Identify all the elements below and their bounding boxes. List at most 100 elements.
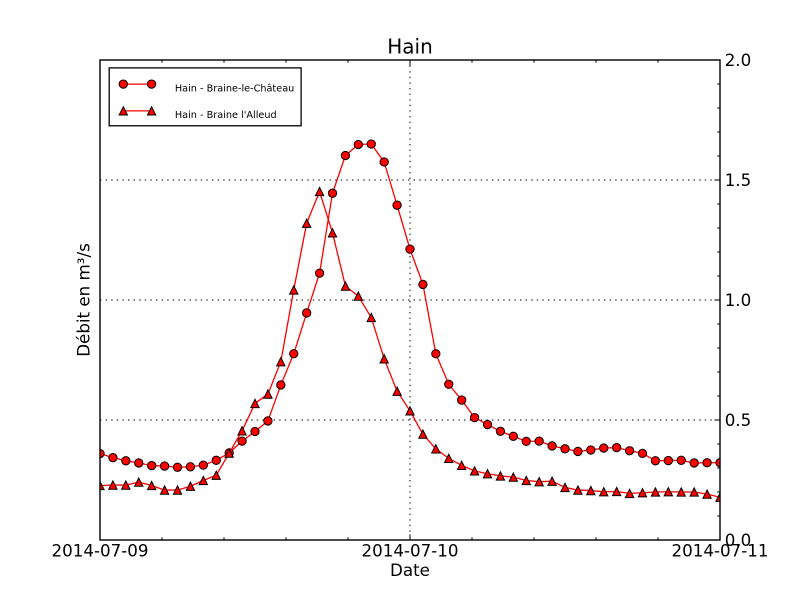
circle-marker <box>237 436 247 446</box>
circle-marker <box>560 444 570 454</box>
circle-marker <box>302 308 312 318</box>
triangle-marker <box>572 484 583 495</box>
circle-marker <box>624 446 635 456</box>
circle-marker <box>366 139 376 149</box>
triangle-marker <box>327 227 338 238</box>
triangle-marker <box>482 468 493 479</box>
legend-circle-marker <box>118 79 128 89</box>
y-tick-label: 2.0 <box>725 50 752 70</box>
circle-marker <box>521 436 531 447</box>
x-tick-label: 2014-07-10 <box>362 541 459 561</box>
circle-marker <box>676 455 686 465</box>
series-braine-le-chateau <box>100 139 720 472</box>
triangle-marker <box>211 469 222 480</box>
circle-marker <box>637 448 648 459</box>
tick-label-layer: 2014-07-09 2014-07-10 2014-07-110.0 0.5 1.0 1… <box>52 50 769 561</box>
triangle-marker <box>495 470 506 481</box>
circle-marker <box>469 412 480 423</box>
circle-marker <box>353 139 363 150</box>
circle-marker <box>100 448 105 459</box>
circle-marker <box>289 349 299 359</box>
legend: Hain - Braine-le-Château Hain - Braine l… <box>108 67 302 127</box>
circle-marker <box>663 455 673 466</box>
circle-marker <box>547 441 557 451</box>
axes-frame <box>99 59 721 541</box>
triangle-marker <box>560 482 570 493</box>
triangle-marker <box>159 484 170 495</box>
triangle-marker <box>702 488 713 499</box>
triangle-marker <box>366 312 377 323</box>
triangle-marker <box>198 475 209 486</box>
circle-marker <box>185 462 196 472</box>
circle-marker <box>418 279 428 290</box>
circle-marker <box>444 379 454 389</box>
circle-marker <box>276 380 286 390</box>
circle-marker <box>702 458 712 468</box>
circle-marker <box>457 395 467 405</box>
triangle-marker <box>133 476 144 487</box>
triangle-marker <box>107 479 118 490</box>
circle-marker <box>508 431 518 441</box>
triangle-marker <box>547 475 558 486</box>
circle-marker <box>405 244 415 254</box>
circle-marker <box>159 461 170 471</box>
series-braine-l-alleud <box>100 186 720 502</box>
legend-label-braine-l-alleud: Hain - Braine l'Alleud <box>175 110 277 121</box>
circle-marker <box>147 460 157 471</box>
triangle-marker <box>650 486 661 497</box>
circle-marker <box>689 458 699 468</box>
chart-title: Hain <box>387 35 433 59</box>
triangle-marker <box>676 486 687 497</box>
circle-marker <box>134 458 144 468</box>
triangle-marker <box>469 465 480 476</box>
plot-area <box>100 60 720 540</box>
circle-marker <box>482 419 493 430</box>
triangle-marker <box>689 486 700 497</box>
triangle-marker <box>340 280 351 291</box>
circle-marker <box>250 426 260 437</box>
triangle-marker <box>392 385 403 396</box>
triangle-marker <box>598 486 609 497</box>
circle-marker <box>314 268 325 278</box>
legend-circle-marker <box>146 79 157 89</box>
triangle-marker <box>100 480 105 491</box>
triangle-marker <box>275 356 286 367</box>
triangle-marker <box>146 480 157 491</box>
x-tick-label: 2014-07-11 <box>672 541 769 561</box>
triangle-marker <box>250 398 260 409</box>
series-layer <box>100 139 720 502</box>
triangle-marker <box>611 486 622 497</box>
circle-marker <box>573 446 583 457</box>
legend-handles <box>118 79 157 116</box>
circle-marker <box>431 349 441 359</box>
circle-marker <box>612 442 622 453</box>
circle-marker <box>172 462 183 472</box>
y-axis-label: Débit en m³/s <box>74 243 94 357</box>
circle-marker <box>534 436 544 446</box>
circle-marker <box>586 445 596 455</box>
circle-marker <box>121 456 131 466</box>
circle-marker <box>340 150 351 161</box>
triangle-marker <box>301 217 312 228</box>
y-tick-label: 0.0 <box>725 530 752 550</box>
triangle-marker <box>172 484 183 495</box>
triangle-marker <box>521 475 532 486</box>
circle-marker <box>495 426 506 436</box>
triangle-marker <box>185 480 196 491</box>
circle-marker <box>650 456 661 466</box>
triangle-marker <box>417 428 428 439</box>
legend-label-braine-le-chateau: Hain - Braine-le-Château <box>175 82 294 94</box>
circle-marker <box>392 200 402 210</box>
triangle-marker <box>663 486 674 497</box>
circle-marker <box>198 460 208 470</box>
triangle-marker <box>288 284 299 295</box>
x-axis-label: Date <box>390 560 430 580</box>
y-tick-label: 1.5 <box>725 170 752 190</box>
legend-triangle-marker <box>118 105 129 116</box>
y-tick-label: 0.5 <box>725 410 752 430</box>
triangle-marker <box>534 476 545 487</box>
triangle-marker <box>456 460 467 471</box>
legend-triangle-marker <box>146 105 157 116</box>
legend-box <box>108 67 302 127</box>
